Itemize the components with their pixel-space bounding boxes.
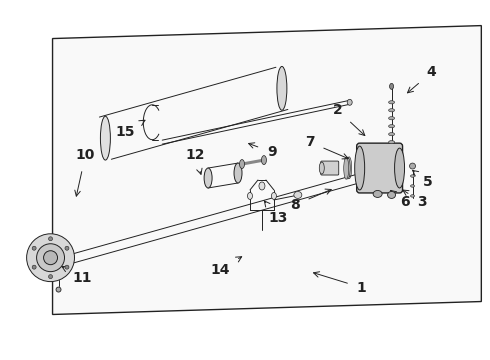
Ellipse shape	[389, 101, 394, 104]
Ellipse shape	[65, 246, 69, 250]
Ellipse shape	[271, 193, 276, 199]
Ellipse shape	[345, 157, 350, 179]
Ellipse shape	[65, 265, 69, 269]
Ellipse shape	[389, 109, 394, 112]
Ellipse shape	[410, 163, 416, 169]
Ellipse shape	[411, 175, 415, 177]
Ellipse shape	[32, 265, 36, 269]
Text: 10: 10	[75, 148, 95, 196]
Ellipse shape	[37, 244, 65, 272]
Ellipse shape	[44, 251, 57, 265]
Ellipse shape	[240, 159, 245, 168]
Ellipse shape	[388, 192, 395, 198]
Text: 3: 3	[403, 190, 426, 209]
Text: 12: 12	[185, 148, 205, 174]
Ellipse shape	[100, 116, 110, 160]
Text: 2: 2	[333, 103, 365, 135]
Polygon shape	[52, 26, 481, 315]
Ellipse shape	[394, 148, 405, 188]
Ellipse shape	[347, 157, 352, 179]
Ellipse shape	[319, 162, 324, 174]
Ellipse shape	[277, 67, 287, 110]
Ellipse shape	[389, 140, 394, 144]
Text: 4: 4	[408, 66, 436, 93]
Ellipse shape	[373, 190, 382, 197]
Ellipse shape	[390, 84, 393, 89]
Ellipse shape	[234, 163, 242, 183]
Ellipse shape	[347, 99, 352, 105]
Ellipse shape	[56, 287, 61, 292]
Ellipse shape	[204, 168, 212, 188]
Ellipse shape	[247, 193, 252, 199]
Text: 6: 6	[391, 190, 409, 209]
Text: 15: 15	[116, 120, 145, 139]
Ellipse shape	[49, 237, 52, 241]
Ellipse shape	[262, 156, 267, 165]
Text: 9: 9	[248, 143, 277, 159]
Text: 1: 1	[314, 272, 367, 294]
Ellipse shape	[411, 185, 415, 187]
FancyBboxPatch shape	[357, 143, 403, 193]
Text: 7: 7	[305, 135, 348, 159]
Ellipse shape	[294, 192, 302, 198]
Ellipse shape	[259, 182, 265, 190]
Ellipse shape	[49, 275, 52, 279]
Text: 5: 5	[413, 170, 432, 189]
Ellipse shape	[32, 246, 36, 250]
Ellipse shape	[389, 125, 394, 128]
Ellipse shape	[389, 132, 394, 136]
FancyBboxPatch shape	[321, 161, 339, 175]
Ellipse shape	[389, 117, 394, 120]
Text: 13: 13	[265, 201, 288, 225]
Ellipse shape	[411, 195, 415, 197]
Ellipse shape	[343, 157, 349, 179]
Ellipse shape	[355, 146, 365, 190]
Text: 8: 8	[290, 189, 331, 212]
Text: 11: 11	[62, 266, 92, 285]
Ellipse shape	[26, 234, 74, 282]
Text: 14: 14	[210, 257, 242, 276]
